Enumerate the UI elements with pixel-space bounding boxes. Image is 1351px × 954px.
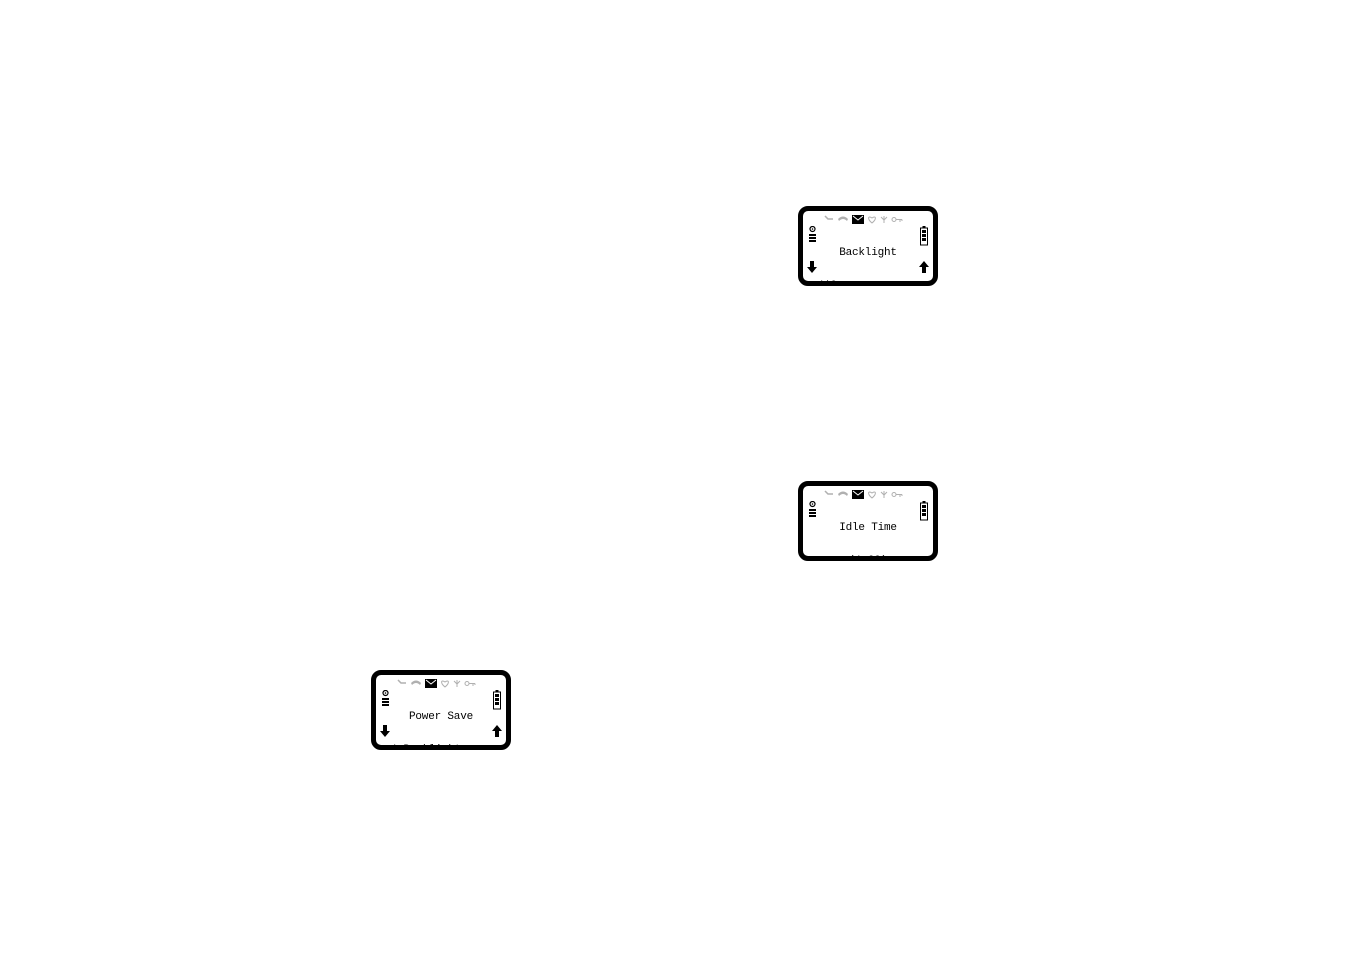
left-indicator-column (806, 225, 818, 279)
envelope-icon (425, 679, 437, 688)
heart-icon (867, 490, 877, 499)
status-bar (806, 488, 930, 500)
antenna-icon (880, 215, 888, 224)
phone-icon (410, 679, 422, 688)
phone-icon (837, 215, 849, 224)
menu-title: Backlight (818, 248, 918, 259)
hook-icon (397, 679, 407, 687)
menu-body: Idle Time (1-99) _5 secs Quit (818, 500, 918, 554)
nav-down-icon[interactable] (807, 260, 817, 278)
menu-body: Power Save 1 Backlight 2 Indicator (391, 689, 491, 743)
hook-icon (824, 215, 834, 223)
menu-body: Backlight 1*On 2 Off 3 Automatic (818, 225, 918, 279)
selected-marker: * (824, 281, 830, 286)
lcd-screen-power-save: Power Save 1 Backlight 2 Indicator (371, 670, 511, 750)
lcd-screen-idle-time: Idle Time (1-99) _5 secs Quit (798, 481, 938, 561)
left-indicator-column (379, 689, 391, 743)
antenna-icon (453, 679, 461, 688)
selected-marker (397, 745, 403, 750)
range-label: (1-99) (818, 556, 918, 561)
signal-bars-icon (808, 501, 817, 526)
nav-up-icon[interactable] (492, 724, 502, 742)
key-icon (891, 216, 903, 223)
signal-bars-icon (808, 226, 817, 251)
battery-icon (920, 226, 928, 251)
key-icon (891, 491, 903, 498)
heart-icon (867, 215, 877, 224)
antenna-icon (880, 490, 888, 499)
phone-icon (837, 490, 849, 499)
menu-title: Idle Time (818, 523, 918, 534)
nav-down-icon[interactable] (380, 724, 390, 742)
menu-title: Power Save (391, 712, 491, 723)
signal-bars-icon (381, 690, 390, 715)
menu-item-1[interactable]: 1*On (818, 281, 918, 286)
menu-item-1[interactable]: 1 Backlight (391, 745, 491, 750)
envelope-icon (852, 215, 864, 224)
key-icon (464, 680, 476, 687)
envelope-icon (852, 490, 864, 499)
left-indicator-column (806, 500, 818, 554)
hook-icon (824, 490, 834, 498)
right-indicator-column (491, 689, 503, 743)
lcd-screen-backlight: Backlight 1*On 2 Off 3 Automatic (798, 206, 938, 286)
battery-icon (920, 501, 928, 526)
nav-up-icon[interactable] (919, 260, 929, 278)
heart-icon (440, 679, 450, 688)
right-indicator-column (918, 225, 930, 279)
right-indicator-column (918, 500, 930, 554)
status-bar (806, 213, 930, 225)
status-bar (379, 677, 503, 689)
battery-icon (493, 690, 501, 715)
